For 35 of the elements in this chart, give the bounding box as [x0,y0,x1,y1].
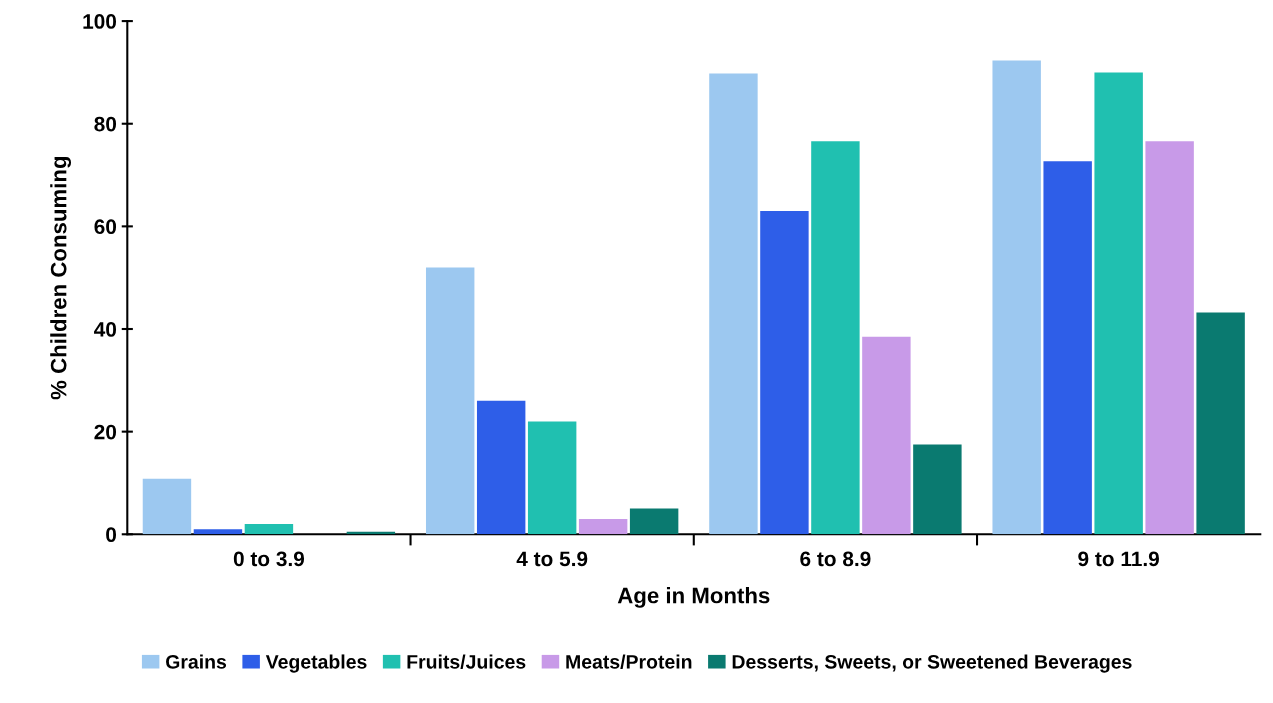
bar [811,141,860,535]
bar [1094,72,1143,535]
y-axis-title: % Children Consuming [50,156,72,400]
y-tick-label: 80 [94,116,117,132]
y-tick-label: 100 [83,14,117,29]
x-axis-title: Age in Months [617,587,770,608]
legend-label: Grains [166,654,227,669]
bar [1043,161,1092,535]
bar [142,478,192,535]
y-tick-label: 20 [94,424,117,440]
x-tick-label: 4 to 5.9 [516,551,588,567]
y-tick-label: 60 [94,219,117,235]
x-tick-label: 0 to 3.9 [233,551,305,567]
y-tick-label: 0 [106,527,117,543]
bar [709,73,758,535]
x-tick-label: 9 to 11.9 [1078,551,1159,567]
bar [193,529,243,535]
bar [1196,312,1245,535]
legend-label: Fruits/Juices [407,654,526,669]
bar [425,267,475,535]
bar [760,210,809,535]
bar [629,508,679,535]
bar [992,60,1041,535]
bar [527,421,577,535]
bar [578,518,628,535]
bar [913,444,962,535]
bar [1145,141,1194,535]
legend-label: Vegetables [265,654,367,673]
bar [244,524,294,535]
x-tick-label: 6 to 8.9 [800,551,871,567]
legend-label: Meats/Protein [566,654,692,669]
y-tick-label: 40 [94,322,117,337]
bar [862,336,911,535]
legend-label: Desserts, Sweets, or Sweetened Beverages [732,654,1132,673]
bar [476,400,526,535]
